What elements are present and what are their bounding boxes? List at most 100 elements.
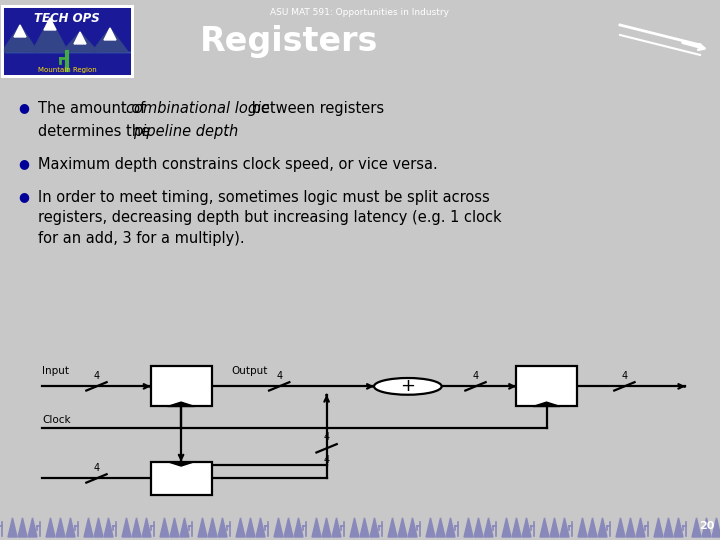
Text: pipeline depth: pipeline depth xyxy=(133,124,238,139)
Polygon shape xyxy=(170,518,179,537)
Text: Output: Output xyxy=(232,366,269,376)
Polygon shape xyxy=(104,28,116,40)
Text: Clock: Clock xyxy=(42,415,71,425)
Text: The amount of: The amount of xyxy=(38,101,150,116)
Polygon shape xyxy=(616,518,625,537)
Polygon shape xyxy=(312,518,321,537)
Text: 20: 20 xyxy=(700,521,715,531)
Text: ●: ● xyxy=(18,190,29,202)
Polygon shape xyxy=(522,518,531,537)
Polygon shape xyxy=(588,518,597,537)
Polygon shape xyxy=(502,518,511,537)
Polygon shape xyxy=(104,518,113,537)
Polygon shape xyxy=(322,518,331,537)
Polygon shape xyxy=(168,462,194,466)
Polygon shape xyxy=(664,518,673,537)
Polygon shape xyxy=(712,518,720,537)
Text: Registers: Registers xyxy=(200,25,379,58)
Polygon shape xyxy=(474,518,483,537)
Bar xyxy=(516,366,577,407)
Polygon shape xyxy=(8,518,17,537)
Polygon shape xyxy=(702,518,711,537)
Polygon shape xyxy=(332,518,341,537)
Text: Input: Input xyxy=(42,366,69,376)
Polygon shape xyxy=(398,518,407,537)
Polygon shape xyxy=(132,518,141,537)
Text: 4: 4 xyxy=(323,431,330,442)
Polygon shape xyxy=(550,518,559,537)
Polygon shape xyxy=(560,518,569,537)
Polygon shape xyxy=(446,518,455,537)
Bar xyxy=(150,462,212,495)
Text: 4: 4 xyxy=(94,463,99,474)
Polygon shape xyxy=(208,518,217,537)
Text: determines the: determines the xyxy=(38,124,155,139)
Polygon shape xyxy=(636,518,645,537)
Polygon shape xyxy=(464,518,473,537)
Text: +: + xyxy=(400,377,415,395)
Polygon shape xyxy=(94,518,103,537)
Text: 4: 4 xyxy=(276,372,282,381)
Polygon shape xyxy=(142,518,151,537)
Polygon shape xyxy=(160,518,169,537)
Text: ●: ● xyxy=(18,101,29,114)
Polygon shape xyxy=(512,518,521,537)
Polygon shape xyxy=(408,518,417,537)
Polygon shape xyxy=(236,518,245,537)
Polygon shape xyxy=(74,32,86,44)
Polygon shape xyxy=(294,518,303,537)
Polygon shape xyxy=(56,518,65,537)
Polygon shape xyxy=(28,518,37,537)
Polygon shape xyxy=(198,518,207,537)
Polygon shape xyxy=(218,518,227,537)
Polygon shape xyxy=(370,518,379,537)
Polygon shape xyxy=(692,518,701,537)
Polygon shape xyxy=(2,25,38,52)
Polygon shape xyxy=(426,518,435,537)
Text: In order to meet timing, sometimes logic must be split across
registers, decreas: In order to meet timing, sometimes logic… xyxy=(38,190,502,246)
Polygon shape xyxy=(540,518,549,537)
Polygon shape xyxy=(44,18,56,30)
Text: TECH OPS: TECH OPS xyxy=(34,12,100,25)
Polygon shape xyxy=(674,518,683,537)
Text: .: . xyxy=(223,124,228,139)
Text: Maximum depth constrains clock speed, or vice versa.: Maximum depth constrains clock speed, or… xyxy=(38,157,438,172)
Polygon shape xyxy=(284,518,293,537)
Text: 4: 4 xyxy=(94,372,99,381)
Text: 4: 4 xyxy=(621,372,627,381)
Polygon shape xyxy=(32,18,68,52)
Polygon shape xyxy=(360,518,369,537)
Polygon shape xyxy=(626,518,635,537)
Polygon shape xyxy=(484,518,493,537)
Text: Mountain Region: Mountain Region xyxy=(37,67,96,73)
Text: ●: ● xyxy=(18,157,29,170)
Polygon shape xyxy=(84,518,93,537)
Polygon shape xyxy=(578,518,587,537)
Polygon shape xyxy=(246,518,255,537)
Polygon shape xyxy=(122,518,131,537)
Polygon shape xyxy=(533,402,560,407)
Polygon shape xyxy=(654,518,663,537)
Polygon shape xyxy=(598,518,607,537)
Bar xyxy=(2,6,132,76)
Polygon shape xyxy=(274,518,283,537)
Text: ASU MAT 591: Opportunities in Industry: ASU MAT 591: Opportunities in Industry xyxy=(271,8,449,17)
Polygon shape xyxy=(256,518,265,537)
Text: combinational logic: combinational logic xyxy=(126,101,269,116)
Polygon shape xyxy=(180,518,189,537)
Polygon shape xyxy=(18,518,27,537)
Polygon shape xyxy=(436,518,445,537)
Polygon shape xyxy=(92,28,128,52)
Text: between registers: between registers xyxy=(247,101,384,116)
Polygon shape xyxy=(168,402,194,407)
Circle shape xyxy=(374,378,441,395)
Polygon shape xyxy=(62,32,98,52)
Polygon shape xyxy=(66,518,75,537)
Polygon shape xyxy=(14,25,26,37)
Text: 4: 4 xyxy=(323,455,330,465)
Polygon shape xyxy=(388,518,397,537)
Bar xyxy=(150,366,212,407)
Text: 4: 4 xyxy=(472,372,479,381)
Polygon shape xyxy=(350,518,359,537)
Bar xyxy=(2,6,132,76)
